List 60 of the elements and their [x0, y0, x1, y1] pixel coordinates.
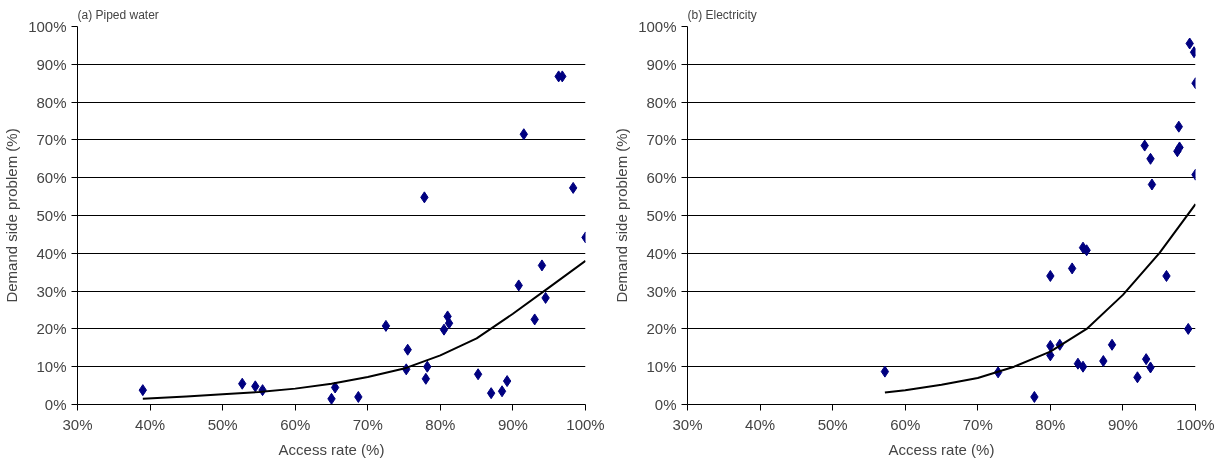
x-tick-label: 80%: [1035, 415, 1066, 433]
point: [381, 319, 391, 332]
y-tick-label: 50%: [36, 207, 67, 224]
x-tick-label: 80%: [425, 415, 456, 433]
chart-title: (b) Electricity: [687, 7, 757, 22]
y-tick-label: 40%: [36, 244, 67, 262]
y-tick-label: 100%: [638, 18, 677, 35]
y-axis-title: Demand side problem (%): [613, 128, 631, 303]
x-tick-label: 90%: [497, 415, 528, 433]
point: [421, 372, 431, 385]
y-tick-label: 80%: [36, 93, 67, 111]
point: [1147, 178, 1157, 191]
y-tick-label: 60%: [36, 169, 67, 187]
y-tick-label: 90%: [646, 55, 677, 73]
y-tick-label: 30%: [646, 282, 677, 300]
y-tick-label: 40%: [646, 244, 677, 262]
x-tick-label: 40%: [135, 415, 166, 433]
x-tick-label: 70%: [962, 415, 993, 433]
y-tick-label: 50%: [646, 207, 677, 224]
x-tick-label: 100%: [566, 415, 605, 433]
y-tick-label: 70%: [36, 131, 67, 149]
point: [880, 365, 890, 378]
y-tick-label: 90%: [36, 55, 67, 73]
y-tick-label: 10%: [646, 358, 677, 376]
point: [537, 259, 547, 272]
x-tick-label: 60%: [890, 415, 921, 433]
x-tick-label: 30%: [62, 415, 93, 433]
x-tick-label: 30%: [672, 415, 703, 433]
point: [330, 381, 340, 394]
y-tick-label: 0%: [654, 396, 677, 413]
point: [497, 385, 507, 398]
chart-title: (a) Piped water: [77, 7, 159, 22]
y-axis-title: Demand side problem (%): [3, 128, 21, 303]
x-tick-label: 70%: [352, 415, 383, 433]
y-tick-label: 10%: [36, 358, 67, 376]
y-tick-label: 60%: [646, 169, 677, 187]
y-tick-label: 70%: [646, 131, 677, 149]
point: [1067, 262, 1077, 275]
x-tick-label: 100%: [1176, 415, 1215, 433]
y-tick-label: 20%: [36, 320, 67, 338]
x-axis-title: Access rate (%): [888, 440, 995, 458]
x-axis-title: Access rate (%): [278, 440, 385, 458]
y-tick-label: 30%: [36, 282, 67, 300]
point: [473, 368, 483, 381]
point: [1078, 360, 1088, 373]
x-tick-label: 90%: [1107, 415, 1138, 433]
point: [444, 317, 454, 330]
x-tick-label: 50%: [817, 415, 848, 433]
y-tick-label: 100%: [28, 18, 67, 35]
point: [439, 323, 449, 336]
y-tick-label: 0%: [44, 396, 67, 413]
x-tick-label: 40%: [745, 415, 776, 433]
x-tick-label: 50%: [207, 415, 238, 433]
y-tick-label: 80%: [646, 93, 677, 111]
y-tick-label: 20%: [646, 320, 677, 338]
point: [1107, 338, 1117, 351]
point: [486, 387, 496, 400]
x-tick-label: 60%: [280, 415, 311, 433]
point: [1141, 353, 1151, 366]
point: [502, 375, 512, 388]
